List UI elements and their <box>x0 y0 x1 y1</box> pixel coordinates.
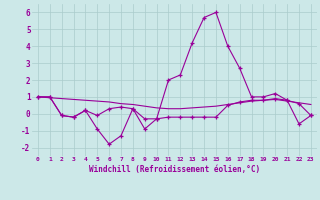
X-axis label: Windchill (Refroidissement éolien,°C): Windchill (Refroidissement éolien,°C) <box>89 165 260 174</box>
